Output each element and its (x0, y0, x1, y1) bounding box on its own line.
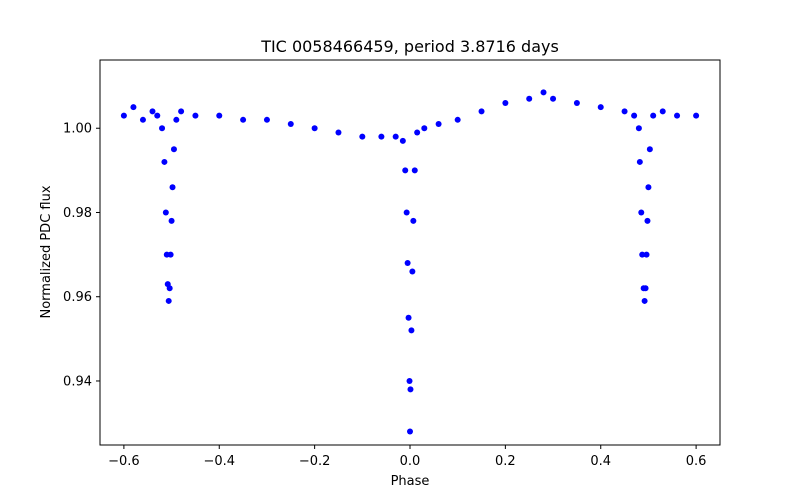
chart-title: TIC 0058466459, period 3.8716 days (260, 37, 559, 56)
data-point (165, 297, 172, 304)
data-point (645, 184, 652, 191)
data-point (693, 112, 700, 119)
data-point (410, 217, 417, 224)
data-point (405, 314, 412, 321)
data-point (638, 209, 645, 216)
data-point (621, 108, 628, 115)
y-tick-label: 0.96 (63, 290, 92, 305)
data-point (404, 260, 411, 267)
y-axis-ticks: 0.94 0.96 0.98 1.00 (63, 122, 100, 389)
data-point (643, 251, 650, 258)
data-point (674, 112, 681, 119)
data-point (399, 137, 406, 144)
data-point (335, 129, 342, 136)
y-tick-label: 1.00 (63, 122, 92, 137)
data-point (646, 146, 653, 153)
x-tick-label: 0.2 (495, 454, 516, 469)
data-point (408, 327, 415, 334)
y-axis-label: Normalized PDC flux (39, 185, 54, 318)
data-point (478, 108, 485, 115)
plot-frame (99, 59, 721, 446)
data-point (130, 104, 137, 111)
y-tick-label: 0.98 (63, 206, 92, 221)
data-point (407, 386, 414, 393)
data-point (139, 116, 146, 123)
data-point (287, 121, 294, 128)
data-point (659, 108, 666, 115)
x-tick-label: −0.6 (108, 454, 140, 469)
data-point (162, 209, 169, 216)
data-point (169, 184, 176, 191)
data-point (161, 158, 168, 165)
data-point (597, 104, 604, 111)
data-point (642, 285, 649, 292)
data-point (159, 125, 166, 132)
x-tick-label: 0.6 (686, 454, 707, 469)
data-point (414, 129, 421, 136)
data-point (641, 297, 648, 304)
data-point (216, 112, 223, 119)
data-point (192, 112, 199, 119)
x-tick-label: −0.2 (299, 454, 331, 469)
data-point (168, 217, 175, 224)
data-point (167, 251, 174, 258)
data-point (407, 428, 413, 435)
data-point (166, 285, 173, 292)
data-point (378, 133, 385, 140)
data-point (421, 125, 428, 132)
data-point (402, 167, 409, 174)
data-point (178, 108, 185, 115)
data-point (526, 95, 533, 102)
data-point (154, 112, 161, 119)
data-points (120, 89, 700, 435)
data-point (435, 121, 442, 128)
data-point (359, 133, 366, 140)
data-point (454, 116, 461, 123)
data-point (636, 158, 643, 165)
data-point (644, 217, 651, 224)
x-tick-label: −0.4 (203, 454, 235, 469)
x-tick-label: 0.4 (590, 454, 611, 469)
data-point (120, 112, 127, 119)
data-point (149, 108, 156, 115)
data-point (170, 146, 177, 153)
data-point (639, 251, 646, 258)
data-point (550, 95, 557, 102)
y-tick-label: 0.94 (63, 374, 92, 389)
data-point (411, 167, 418, 174)
data-point (240, 116, 247, 123)
data-point (573, 99, 580, 106)
x-axis-ticks: −0.6 −0.4 −0.2 0.0 0.2 0.4 0.6 (108, 445, 706, 469)
data-point (263, 116, 270, 123)
data-point (173, 116, 180, 123)
data-point (403, 209, 410, 216)
data-point (311, 125, 318, 132)
data-point (392, 133, 399, 140)
data-point (540, 89, 547, 96)
data-point (406, 377, 413, 384)
data-point (631, 112, 638, 119)
data-point (502, 99, 509, 106)
data-point (650, 112, 657, 119)
data-point (409, 268, 416, 275)
x-axis-label: Phase (391, 474, 430, 489)
x-tick-label: 0.0 (400, 454, 421, 469)
data-point (635, 125, 642, 132)
